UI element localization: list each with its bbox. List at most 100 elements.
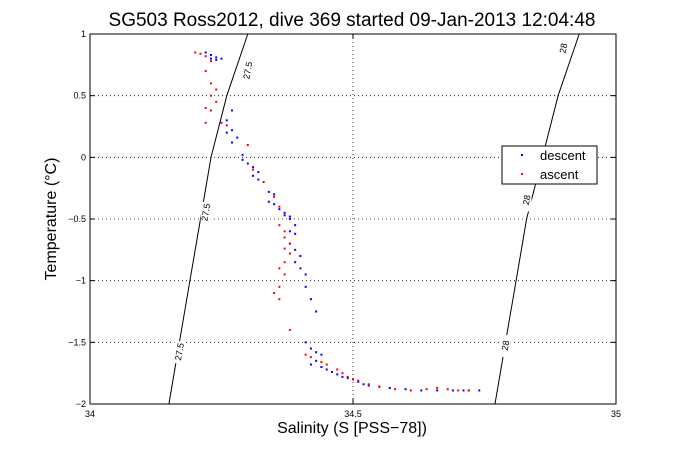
- legend-label-ascent: ascent: [540, 167, 579, 182]
- contour-label-bg: [521, 189, 532, 212]
- point-descent: [257, 178, 260, 181]
- point-descent: [252, 166, 255, 169]
- point-descent: [278, 208, 281, 211]
- y-tick-label: 0: [81, 152, 86, 162]
- point-ascent: [204, 70, 207, 72]
- y-tick-label: −2: [76, 399, 86, 409]
- point-descent: [288, 230, 291, 233]
- point-ascent: [278, 267, 281, 270]
- point-ascent: [246, 144, 249, 146]
- point-descent: [362, 383, 365, 386]
- contour-label: 27.5: [241, 61, 254, 80]
- point-ascent: [278, 285, 281, 288]
- y-tick-label: −1: [76, 276, 86, 286]
- point-ascent: [273, 195, 276, 198]
- point-ascent: [436, 386, 439, 389]
- point-descent: [215, 58, 218, 61]
- point-ascent: [194, 51, 197, 54]
- legend-box: [501, 145, 598, 185]
- point-ascent: [220, 121, 223, 124]
- point-descent: [294, 261, 297, 264]
- point-descent: [288, 218, 291, 220]
- point-descent: [267, 200, 270, 203]
- point-descent: [241, 158, 244, 161]
- y-axis-label: Temperature (°C): [43, 158, 60, 281]
- point-descent: [220, 57, 223, 60]
- point-descent: [420, 389, 423, 392]
- point-descent: [231, 129, 234, 132]
- x-tick-label: 34: [85, 409, 95, 419]
- legend: descent ascent: [501, 145, 598, 185]
- point-descent: [315, 310, 318, 313]
- point-ascent: [394, 388, 397, 391]
- point-ascent: [215, 88, 218, 91]
- point-descent: [309, 298, 312, 301]
- point-ascent: [204, 121, 207, 124]
- x-axis-label: Salinity (S [PSS−78]): [277, 420, 427, 437]
- point-descent: [209, 57, 212, 60]
- point-ascent: [304, 353, 307, 356]
- contour-label-bg: [242, 60, 253, 82]
- point-descent: [304, 273, 307, 276]
- y-axis-ticks: −2 −1.5 −1 −0.5 0 0.5 1: [68, 29, 616, 409]
- data-points: [194, 51, 481, 392]
- grid-lines: [90, 34, 616, 404]
- point-ascent: [204, 55, 207, 58]
- point-ascent: [278, 298, 281, 301]
- point-ascent: [273, 292, 276, 294]
- point-descent: [294, 224, 297, 227]
- contour-label-bg: [500, 335, 511, 358]
- legend-marker-ascent: [521, 173, 523, 175]
- point-descent: [252, 174, 255, 177]
- point-descent: [462, 389, 465, 392]
- point-descent: [341, 375, 344, 378]
- point-ascent: [425, 388, 428, 391]
- point-ascent: [288, 252, 291, 255]
- point-descent: [336, 373, 339, 376]
- point-ascent: [446, 388, 449, 391]
- point-descent: [288, 215, 291, 218]
- point-ascent: [209, 94, 212, 97]
- point-descent: [257, 171, 260, 174]
- point-descent: [436, 389, 439, 392]
- point-descent: [236, 136, 239, 139]
- point-ascent: [199, 52, 202, 55]
- point-ascent: [204, 107, 207, 109]
- point-ascent: [209, 82, 212, 85]
- point-ascent: [467, 389, 470, 392]
- contour-label-bg: [174, 341, 185, 364]
- contour-label: 28: [558, 42, 570, 54]
- contour-label: 28: [500, 340, 512, 352]
- point-descent: [357, 380, 360, 383]
- contour-labels: 27.5 27.5 27.5 28 28 28: [173, 37, 570, 364]
- point-descent: [294, 248, 297, 251]
- point-descent: [325, 368, 328, 371]
- chart-title: SG503 Ross2012, dive 369 started 09-Jan-…: [109, 10, 596, 31]
- point-descent: [299, 255, 302, 257]
- point-ascent: [378, 385, 381, 388]
- point-descent: [273, 203, 276, 206]
- point-descent: [225, 131, 228, 134]
- point-ascent: [278, 224, 281, 227]
- point-ascent: [283, 261, 286, 264]
- point-descent: [478, 389, 481, 392]
- point-ascent: [367, 383, 370, 386]
- point-ascent: [320, 361, 323, 364]
- legend-label-descent: descent: [540, 148, 586, 163]
- point-ascent: [283, 230, 286, 233]
- point-ascent: [278, 205, 281, 208]
- point-ascent: [341, 372, 344, 375]
- point-ascent: [352, 378, 354, 381]
- point-ascent: [288, 242, 291, 245]
- point-ascent: [336, 368, 339, 371]
- point-ascent: [457, 389, 460, 392]
- legend-marker-descent: [521, 154, 523, 156]
- x-tick-label: 34.5: [344, 409, 362, 419]
- point-descent: [283, 214, 286, 217]
- point-ascent: [409, 389, 412, 392]
- contour-label: 27.5: [199, 203, 212, 222]
- point-descent: [267, 190, 270, 193]
- x-tick-label: 35: [611, 409, 621, 419]
